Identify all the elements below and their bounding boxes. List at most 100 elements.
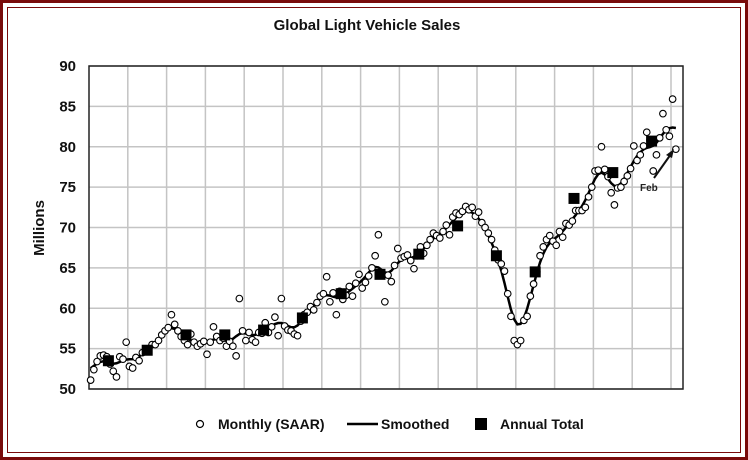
monthly-point	[435, 234, 444, 242]
monthly-point	[319, 289, 328, 298]
annual-total-marker	[490, 250, 502, 262]
monthly-point	[652, 150, 661, 159]
monthly-point	[629, 142, 638, 150]
legend-label-annual: Annual Total	[500, 416, 584, 432]
monthly-point	[526, 292, 535, 300]
monthly-point	[251, 338, 260, 347]
annual-total-marker	[413, 248, 425, 260]
monthly-point	[468, 203, 477, 212]
monthly-point	[626, 164, 635, 173]
monthly-point	[119, 355, 127, 363]
monthly-point	[122, 338, 131, 347]
y-tick-label: 60	[59, 300, 76, 317]
monthly-point	[584, 192, 593, 201]
monthly-point	[568, 217, 577, 225]
monthly-point	[364, 272, 373, 280]
annual-total-marker	[102, 355, 114, 367]
monthly-point	[649, 167, 658, 175]
monthly-point	[600, 165, 609, 174]
monthly-point	[442, 221, 451, 229]
monthly-point	[633, 156, 641, 165]
monthly-point	[368, 264, 376, 272]
chart-inner-border	[7, 7, 741, 453]
monthly-point	[545, 231, 554, 240]
monthly-point	[445, 230, 454, 239]
monthly-point	[209, 322, 218, 331]
arrow-head-icon	[666, 149, 674, 158]
monthly-point	[406, 256, 415, 265]
y-tick-label: 65	[59, 260, 76, 277]
monthly-point	[245, 328, 253, 337]
monthly-point	[439, 227, 447, 236]
monthly-point	[555, 227, 564, 236]
monthly-point	[238, 327, 247, 335]
legend-marker-annual	[475, 418, 487, 430]
monthly-point	[668, 95, 677, 103]
monthly-point	[277, 294, 286, 303]
monthly-point	[516, 336, 525, 345]
monthly-point	[361, 278, 370, 287]
monthly-point	[112, 373, 121, 381]
monthly-point	[199, 337, 208, 346]
monthly-point	[655, 134, 664, 142]
monthly-point	[620, 177, 628, 186]
monthly-point	[393, 244, 402, 253]
monthly-point	[313, 298, 321, 307]
monthly-point	[332, 310, 341, 319]
monthly-point	[267, 322, 276, 331]
annual-total-marker	[607, 167, 619, 179]
feb-annotation: Feb	[640, 149, 674, 194]
legend-marker-monthly	[195, 419, 205, 429]
annual-total-marker	[452, 220, 464, 232]
monthly-point	[481, 223, 489, 232]
monthly-point	[539, 243, 548, 251]
annual-total-marker	[180, 329, 192, 341]
monthly-point	[597, 142, 606, 151]
monthly-point	[594, 166, 603, 175]
y-tick-label: 50	[59, 381, 76, 398]
monthly-point	[348, 292, 357, 300]
monthly-point	[355, 270, 363, 279]
monthly-point	[636, 150, 645, 159]
monthly-point	[484, 229, 493, 238]
monthly-point	[536, 251, 544, 260]
monthly-point	[587, 183, 596, 191]
monthly-point	[662, 125, 671, 134]
y-tick-label: 90	[59, 58, 76, 75]
annual-total-marker	[258, 324, 270, 336]
monthly-point	[229, 342, 237, 351]
monthly-point	[558, 233, 567, 242]
monthly-point	[170, 320, 179, 329]
monthly-point	[167, 310, 176, 319]
monthly-point	[86, 376, 95, 384]
legend-label-monthly: Monthly (SAAR)	[218, 416, 325, 432]
monthly-point	[497, 259, 506, 268]
monthly-point	[293, 331, 302, 340]
monthly-point	[426, 235, 434, 244]
annual-total-marker	[141, 344, 153, 356]
monthly-point	[329, 289, 337, 297]
monthly-point	[358, 284, 367, 292]
monthly-point	[271, 313, 279, 321]
monthly-point	[474, 208, 483, 217]
y-tick-label: 85	[59, 98, 76, 115]
monthly-point	[503, 289, 512, 298]
monthly-point	[371, 251, 380, 260]
monthly-point	[381, 297, 389, 306]
legend-label-smoothed: Smoothed	[381, 416, 449, 432]
monthly-point	[642, 128, 651, 137]
monthly-point	[89, 365, 98, 374]
y-tick-label: 80	[59, 139, 76, 156]
annual-total-marker	[335, 288, 347, 300]
monthly-point	[309, 306, 318, 314]
monthly-point	[345, 282, 354, 291]
monthly-point	[581, 203, 590, 212]
monthly-point	[206, 338, 215, 347]
monthly-point	[241, 336, 250, 345]
monthly-point	[390, 261, 399, 270]
y-tick-label: 55	[59, 341, 76, 358]
monthly-point	[154, 336, 163, 345]
monthly-point	[607, 188, 616, 197]
